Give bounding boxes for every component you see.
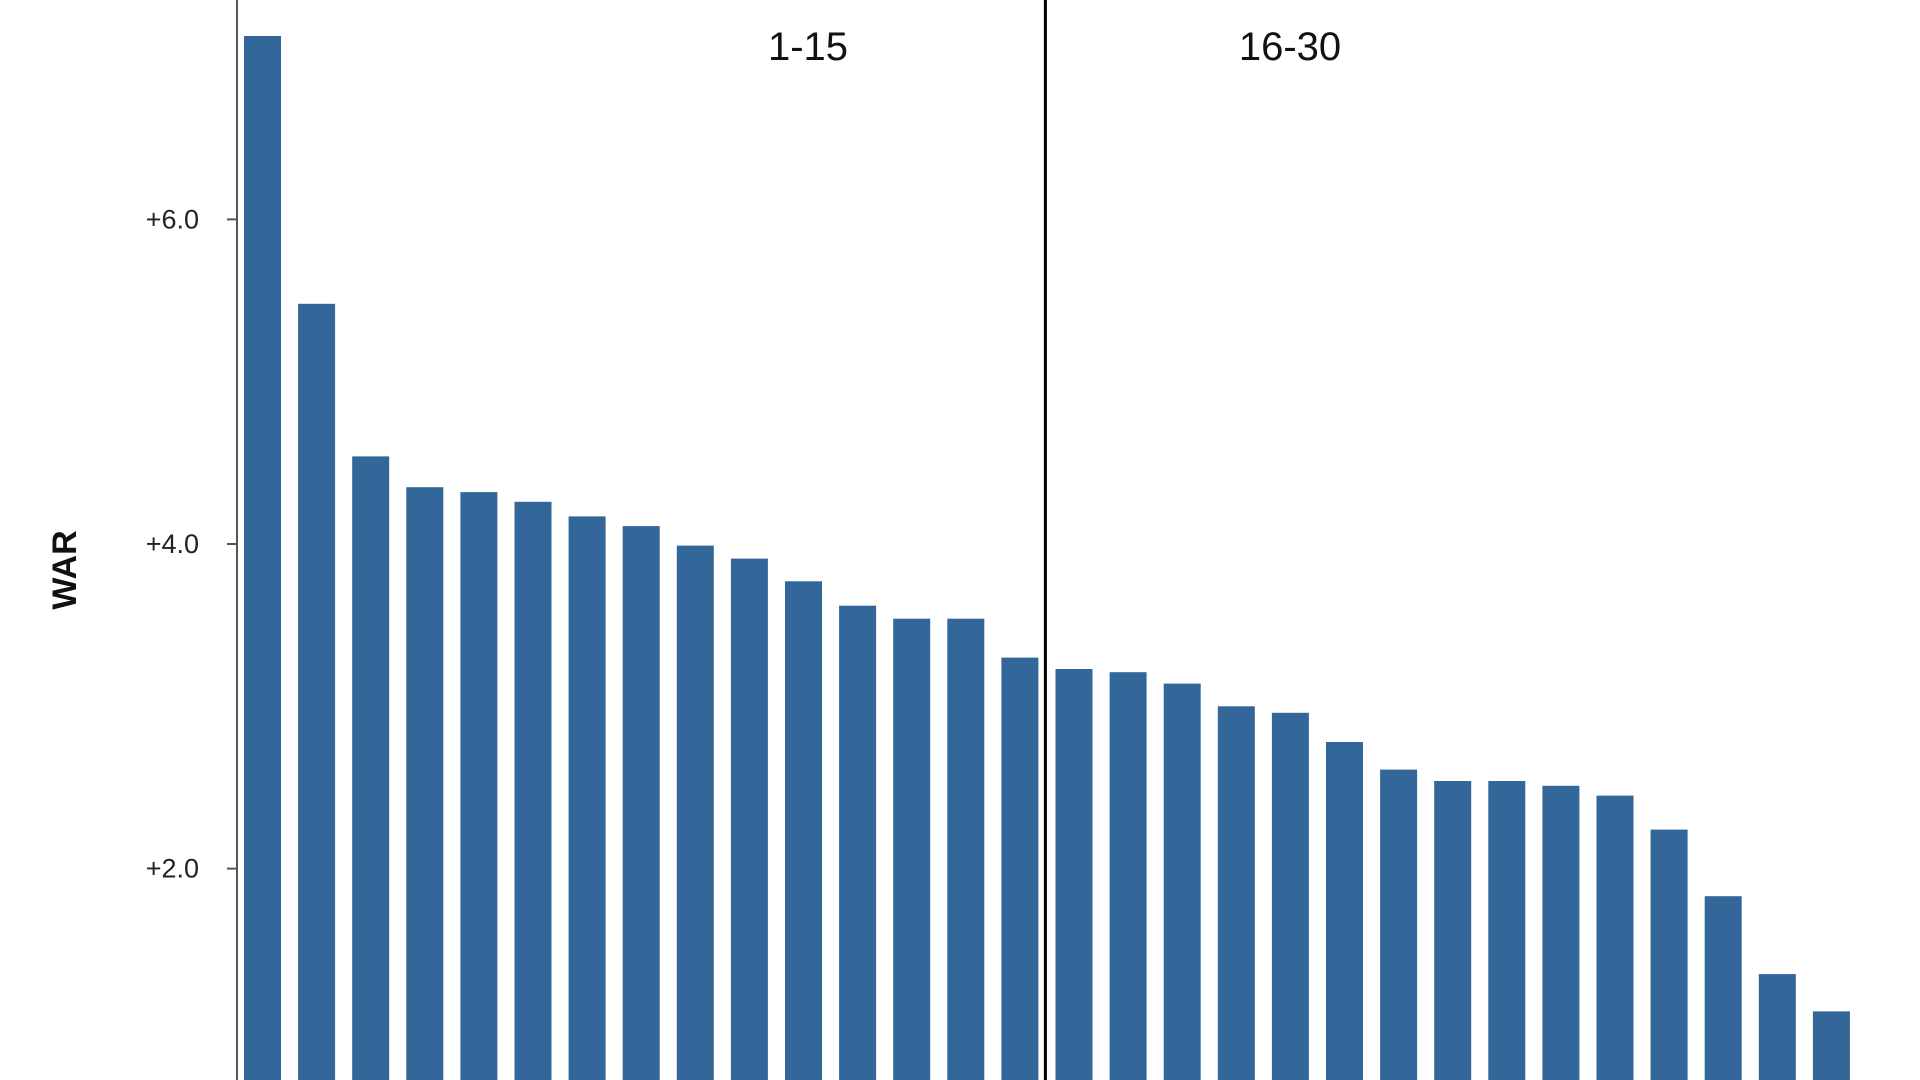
bar-25: [1542, 785, 1580, 1080]
group-labels-layer: 1-15 16-30: [768, 25, 1341, 69]
bar-3: [352, 456, 390, 1080]
bars-layer: [244, 36, 1850, 1080]
bar-21: [1326, 742, 1363, 1080]
y-tick-label: +2.0: [146, 854, 199, 884]
bar-14: [947, 618, 985, 1080]
bar-23: [1434, 781, 1472, 1080]
y-tick-label: +4.0: [146, 529, 199, 559]
bar-4: [406, 487, 444, 1080]
bar-15: [1001, 657, 1039, 1080]
bar-16: [1055, 669, 1093, 1080]
bar-11: [785, 581, 822, 1080]
bar-29: [1758, 974, 1796, 1080]
bar-13: [893, 618, 931, 1080]
bar-10: [730, 558, 768, 1080]
bar-9: [676, 545, 714, 1080]
bar-22: [1380, 769, 1418, 1080]
bar-7: [568, 516, 606, 1080]
bar-20: [1271, 712, 1309, 1080]
bar-6: [514, 501, 552, 1080]
group-label-2: 16-30: [1239, 25, 1341, 69]
bar-30: [1812, 1011, 1850, 1080]
y-tick-label: +6.0: [146, 204, 199, 234]
bar-28: [1704, 896, 1742, 1080]
bar-1: [244, 36, 281, 1080]
bar-19: [1217, 706, 1255, 1080]
bar-17: [1109, 672, 1147, 1080]
bar-2: [298, 303, 336, 1080]
bar-27: [1650, 829, 1688, 1080]
bar-8: [622, 526, 660, 1080]
group-label-1: 1-15: [768, 25, 848, 69]
bar-18: [1163, 683, 1201, 1080]
bar-5: [460, 492, 498, 1080]
bar-24: [1488, 781, 1526, 1080]
bar-12: [839, 605, 877, 1080]
bar-26: [1596, 795, 1634, 1080]
y-axis-title: WAR: [46, 530, 84, 609]
y-ticks-layer: +2.0 +4.0 +6.0: [146, 204, 237, 884]
